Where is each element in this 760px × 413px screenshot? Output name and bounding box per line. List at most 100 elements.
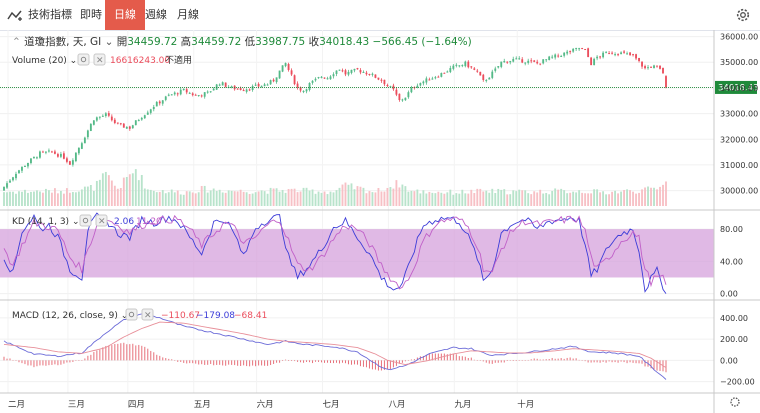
tab-realtime[interactable]: 即時 <box>80 8 102 21</box>
volume-bar <box>83 186 86 206</box>
volume-bar <box>437 191 440 206</box>
volume-bar <box>374 192 377 206</box>
volume-bar <box>665 181 667 206</box>
candle <box>626 53 628 55</box>
macd-hist-bar <box>48 360 50 366</box>
candle <box>236 88 239 90</box>
eye-button[interactable] <box>125 308 138 321</box>
candle <box>383 79 386 85</box>
candle <box>539 63 542 65</box>
macd-hist-bar <box>608 360 610 362</box>
macd-hist-bar <box>527 359 529 361</box>
candle <box>281 65 284 72</box>
candle <box>440 73 443 77</box>
y-tick-label: 400.00 <box>720 314 748 323</box>
candle <box>275 77 278 83</box>
volume-bar <box>56 193 59 206</box>
indicators-menu[interactable]: 技術指標 <box>28 8 72 21</box>
volume-bar <box>224 192 227 206</box>
close-button[interactable] <box>93 53 106 66</box>
candle <box>116 122 119 124</box>
open-label: 開 <box>117 36 128 48</box>
volume-bar <box>89 185 92 206</box>
tab-monthly[interactable]: 月線 <box>177 8 199 21</box>
candle <box>608 53 611 55</box>
volume-bar <box>242 191 245 206</box>
volume-bar <box>161 190 164 206</box>
macd-hist-bar <box>584 360 586 362</box>
y-tick-label: 35000.00 <box>720 58 758 67</box>
macd-hist-bar <box>374 360 376 370</box>
volume-bar <box>266 193 269 206</box>
macd-hist-bar <box>641 360 643 364</box>
candle <box>578 48 581 50</box>
volume-bar <box>584 193 587 206</box>
candle <box>524 62 527 64</box>
volume-bar <box>104 171 107 206</box>
volume-bar <box>662 184 664 206</box>
volume-bar <box>143 188 146 206</box>
candle <box>530 60 533 62</box>
volume-bar <box>497 188 500 206</box>
macd-hist-bar <box>111 345 113 361</box>
volume-bar <box>344 182 347 206</box>
macd-hist-bar <box>494 360 496 363</box>
macd-hist-bar <box>629 360 631 363</box>
candle <box>464 61 467 67</box>
volume-bar <box>284 192 287 206</box>
volume-bar <box>617 193 620 206</box>
macd-hist-bar <box>153 352 155 361</box>
close-value: 34018.43 <box>319 36 369 48</box>
volume-bar <box>614 190 617 206</box>
candle <box>425 78 428 83</box>
volume-bar <box>287 189 290 206</box>
macd-hist-bar <box>324 360 326 363</box>
tab-weekly[interactable]: 週線 <box>145 8 167 21</box>
close-button[interactable] <box>141 308 154 321</box>
x-axis: 二月 三月 四月 五月 六月 七月 八月 九月 十月 <box>8 399 534 410</box>
volume-bar <box>227 190 230 206</box>
macd-hist-bar <box>638 360 640 364</box>
volume-bar <box>179 194 182 206</box>
macd-hist-bar <box>276 360 278 363</box>
volume-bar <box>233 191 236 206</box>
eye-button[interactable] <box>77 53 90 66</box>
chart-area[interactable]: 34018.43 36000.00 35000.00 34000.00 33000.0… <box>0 30 760 413</box>
volume-bar <box>644 187 646 206</box>
macd-hist-bar <box>548 358 550 361</box>
macd-hist-bar <box>207 360 209 365</box>
volume-bar <box>27 192 29 206</box>
macd-hist-bar <box>368 360 370 369</box>
gear-icon[interactable] <box>735 7 751 23</box>
candle <box>443 72 446 74</box>
volume-bar <box>473 192 476 206</box>
candle <box>62 153 65 159</box>
volume-bar <box>494 192 497 206</box>
candle <box>512 58 515 62</box>
volume-bar <box>635 193 637 206</box>
low-value: 33987.75 <box>255 36 305 48</box>
candle <box>437 76 440 78</box>
volume-bar <box>599 192 602 206</box>
candle <box>302 90 305 92</box>
eye-button[interactable] <box>79 214 92 227</box>
candle <box>95 117 98 121</box>
macd-hist-bar <box>482 360 484 362</box>
macd-hist-bar <box>452 353 454 361</box>
macd-hist-bar <box>168 358 170 361</box>
macd-hist-bar <box>566 357 568 361</box>
close-button[interactable] <box>95 214 108 227</box>
axis-settings-button[interactable] <box>730 397 740 407</box>
tab-daily[interactable]: 日線 <box>105 0 145 30</box>
candle <box>647 67 649 69</box>
volume-bar <box>440 192 443 206</box>
macd-hist-bar <box>141 345 143 361</box>
candle <box>665 76 667 88</box>
candle <box>614 54 617 56</box>
macd-hist-bar <box>665 360 667 373</box>
candle <box>191 93 194 96</box>
candle <box>167 94 170 96</box>
volume-bar <box>137 180 140 206</box>
indicator-icon[interactable] <box>7 8 25 22</box>
candle <box>380 79 383 81</box>
